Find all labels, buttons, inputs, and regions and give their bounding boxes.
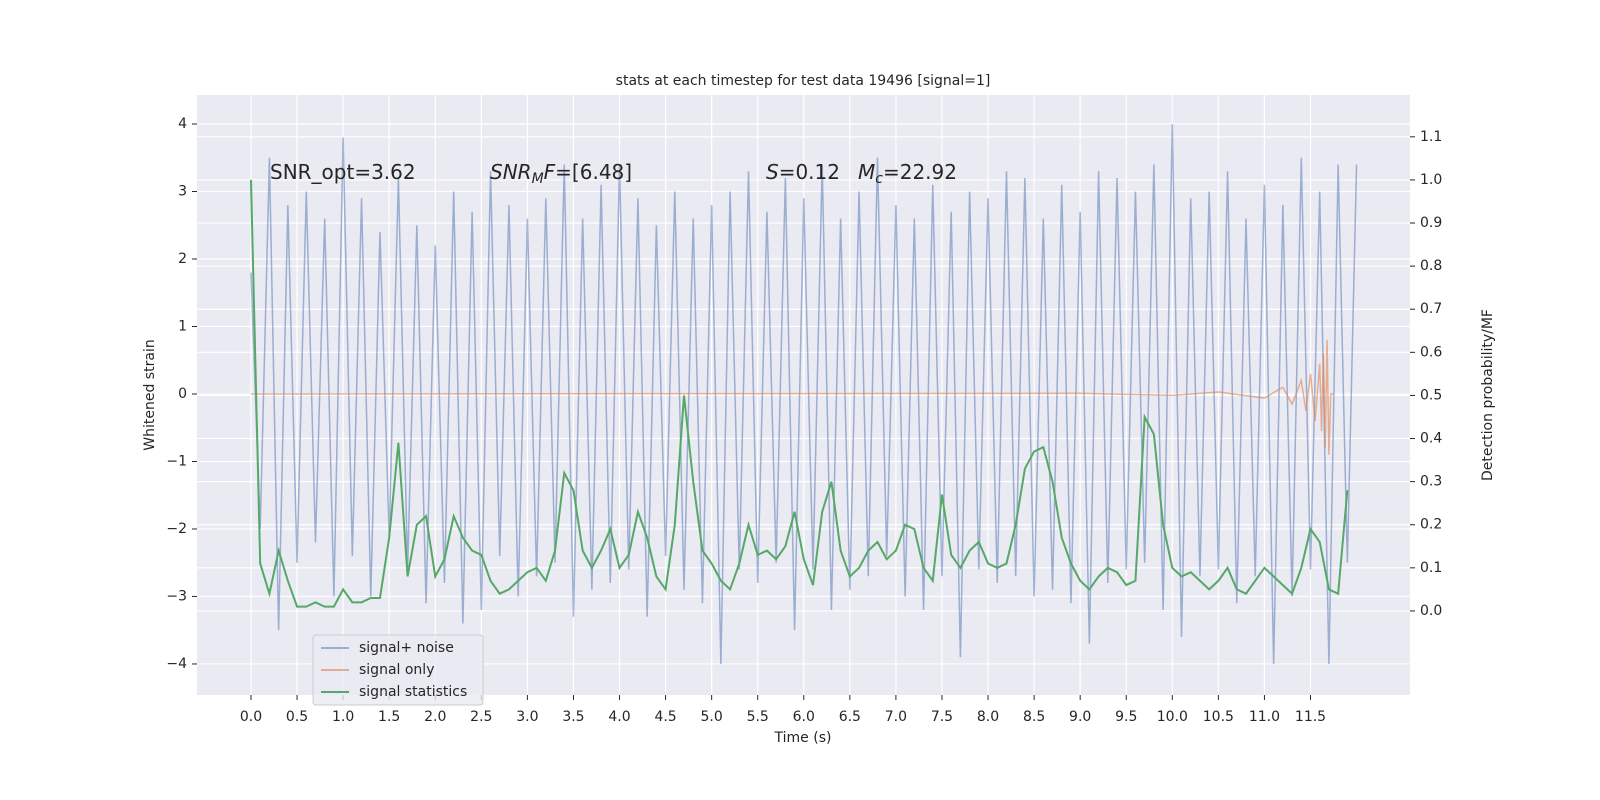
x-tick-label: 5.5 xyxy=(747,709,769,725)
x-tick-label: 3.0 xyxy=(516,709,538,725)
annotation-part: M xyxy=(532,171,544,187)
y2-tick-label: 0.1 xyxy=(1420,560,1442,576)
x-tick-label: 11.5 xyxy=(1295,709,1326,725)
chart-title: stats at each timestep for test data 194… xyxy=(616,73,991,89)
x-tick-label: 6.5 xyxy=(839,709,861,725)
x-tick-label: 9.0 xyxy=(1069,709,1091,725)
x-tick-label: 8.0 xyxy=(977,709,999,725)
x-tick-label: 9.5 xyxy=(1115,709,1137,725)
y-tick-label: 3 xyxy=(178,184,187,200)
annotation-part: S xyxy=(766,160,779,184)
x-tick-label: 2.5 xyxy=(470,709,492,725)
legend-label: signal only xyxy=(359,662,434,678)
x-tick-label: 6.0 xyxy=(793,709,815,725)
y-tick-label: 1 xyxy=(178,318,187,334)
y2-tick-label: 0.9 xyxy=(1420,215,1442,231)
annotation: SNRMF=[6.48] xyxy=(490,160,632,188)
y2-tick-label: 0.0 xyxy=(1420,603,1442,619)
y2-tick-label: 1.1 xyxy=(1420,129,1442,145)
annotation-part: =22.92 xyxy=(883,160,957,184)
x-tick-label: 0.0 xyxy=(240,709,262,725)
x-tick-label: 1.5 xyxy=(378,709,400,725)
series-line xyxy=(249,179,1349,608)
y2-tick-label: 0.2 xyxy=(1420,517,1442,533)
annotation: S=0.12 xyxy=(766,160,840,184)
x-tick-label: 2.0 xyxy=(424,709,446,725)
y2-tick-label: 1.0 xyxy=(1420,172,1442,188)
annotation-part: c xyxy=(875,171,883,187)
annotation-part: SNR xyxy=(490,160,532,184)
x-tick-label: 0.5 xyxy=(286,709,308,725)
y2-tick-label: 0.7 xyxy=(1420,301,1442,317)
annotation-part: SNR_opt=3.62 xyxy=(270,160,416,184)
x-axis-label: Time (s) xyxy=(774,730,832,746)
y-tick-label: −4 xyxy=(166,656,187,672)
y2-tick-label: 0.5 xyxy=(1420,387,1442,403)
series-line xyxy=(250,124,1358,664)
y2-axis-label: Detection probability/MF xyxy=(1480,309,1496,481)
x-tick-label: 4.5 xyxy=(654,709,676,725)
legend-label: signal+ noise xyxy=(359,640,454,656)
y-tick-label: 2 xyxy=(178,251,187,267)
x-tick-label: 11.0 xyxy=(1249,709,1280,725)
annotation-part: =[6.48] xyxy=(555,160,632,184)
x-tick-label: 10.0 xyxy=(1157,709,1188,725)
x-tick-label: 7.5 xyxy=(931,709,953,725)
series-line xyxy=(250,339,1334,455)
y-tick-label: −3 xyxy=(166,588,187,604)
legend-box xyxy=(312,634,484,706)
y2-tick-label: 0.8 xyxy=(1420,258,1442,274)
legend-label: signal statistics xyxy=(359,684,467,700)
annotation: Mc=22.92 xyxy=(858,160,957,188)
y-tick-label: −1 xyxy=(166,453,187,469)
x-tick-label: 4.0 xyxy=(608,709,630,725)
y2-tick-label: 0.4 xyxy=(1420,431,1442,447)
y2-tick-label: 0.3 xyxy=(1420,474,1442,490)
y2-tick-label: 0.6 xyxy=(1420,344,1442,360)
y-axis-label: Whitened strain xyxy=(142,339,158,450)
annotation-part: M xyxy=(858,160,875,184)
annotation: SNR_opt=3.62 xyxy=(270,160,416,184)
x-tick-label: 10.5 xyxy=(1203,709,1234,725)
x-tick-label: 7.0 xyxy=(885,709,907,725)
y-tick-label: 0 xyxy=(178,386,187,402)
x-tick-label: 3.5 xyxy=(562,709,584,725)
annotation-part: =0.12 xyxy=(779,160,840,184)
y-tick-label: −2 xyxy=(166,521,187,537)
x-tick-label: 8.5 xyxy=(1023,709,1045,725)
y-tick-label: 4 xyxy=(178,116,187,132)
annotation-part: F xyxy=(544,160,556,184)
x-tick-label: 5.0 xyxy=(701,709,723,725)
x-tick-label: 1.0 xyxy=(332,709,354,725)
